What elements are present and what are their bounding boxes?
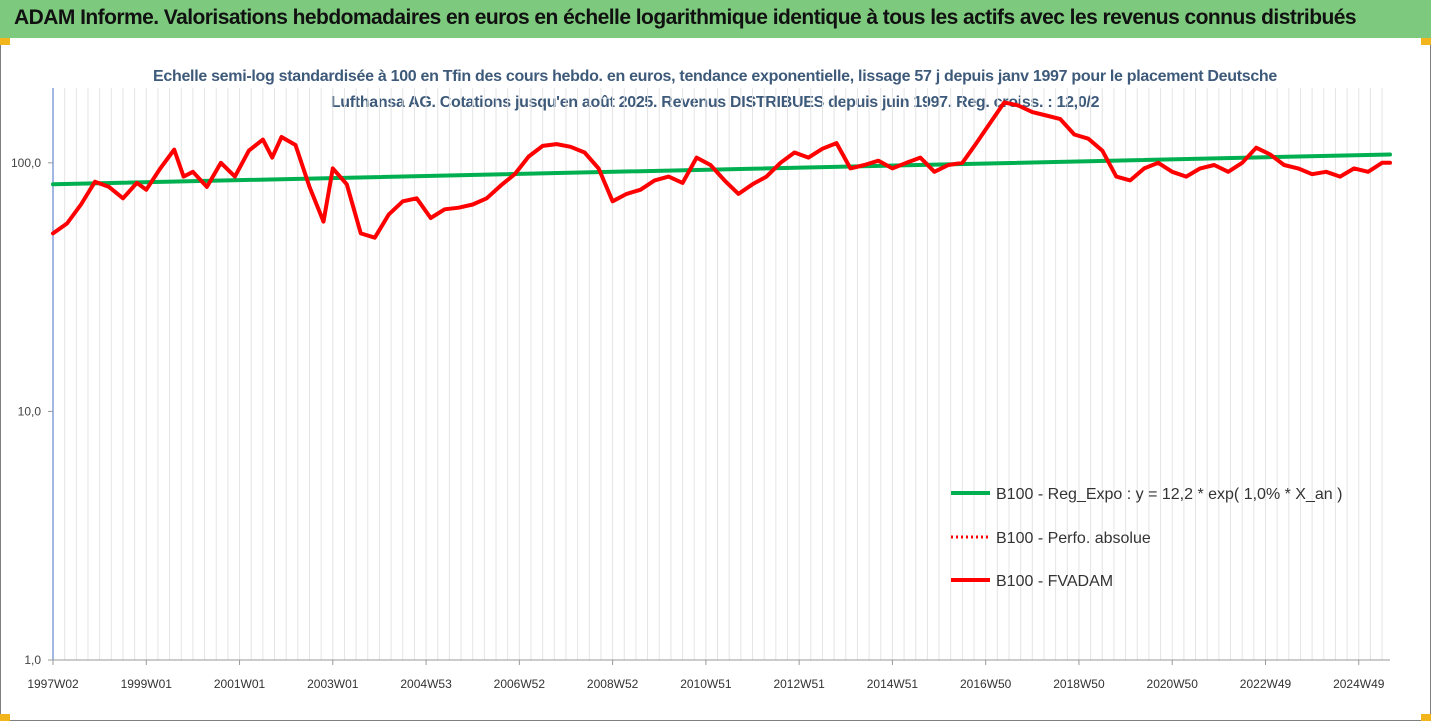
- series-line-2: [51, 100, 1392, 240]
- chart-title: Echelle semi-log standardisée à 100 en T…: [153, 68, 1277, 111]
- x-tick-label: 1999W01: [121, 677, 173, 691]
- series-line-0: [51, 152, 1392, 187]
- corner-marker-top-right: [1421, 38, 1431, 45]
- legend: B100 - Reg_Expo : y = 12,2 * exp( 1,0% *…: [951, 486, 1342, 590]
- legend-label-2: B100 - FVADAM: [996, 573, 1113, 590]
- tick-labels: 1,0 10,0 100,0 1997W02 1999W01 2001W01 2003W01…: [11, 156, 1385, 691]
- series-lines: [51, 100, 1392, 240]
- x-tick-label: 2014W51: [867, 677, 919, 691]
- x-tick-label: 2006W52: [494, 677, 546, 691]
- corner-marker-top-left: [0, 38, 10, 45]
- y-tick-label: 10,0: [18, 404, 42, 418]
- legend-label-0: B100 - Reg_Expo : y = 12,2 * exp( 1,0% *…: [996, 486, 1342, 503]
- x-tick-label: 2020W50: [1147, 677, 1199, 691]
- corner-marker-bottom-left: [0, 714, 10, 721]
- x-tick-label: 2022W49: [1240, 677, 1292, 691]
- header-title: ADAM Informe. Valorisations hebdomadaire…: [14, 6, 1357, 29]
- legend-label-1: B100 - Perfo. absolue: [996, 530, 1151, 547]
- corner-marker-bottom-right: [1421, 714, 1431, 721]
- x-tick-label: 2018W50: [1053, 677, 1105, 691]
- x-tick-label: 2004W53: [400, 677, 452, 691]
- header-bar: ADAM Informe. Valorisations hebdomadaire…: [0, 0, 1431, 38]
- x-tick-label: 2012W51: [773, 677, 825, 691]
- x-tick-label: 2024W49: [1333, 677, 1385, 691]
- x-tick-label: 1997W02: [27, 677, 79, 691]
- y-tick-label: 100,0: [11, 156, 41, 170]
- x-tick-label: 2008W52: [587, 677, 639, 691]
- x-tick-label: 2001W01: [214, 677, 266, 691]
- x-tick-label: 2010W51: [680, 677, 732, 691]
- y-tick-label: 1,0: [24, 653, 41, 667]
- x-tick-label: 2016W50: [960, 677, 1012, 691]
- x-tick-label: 2003W01: [307, 677, 359, 691]
